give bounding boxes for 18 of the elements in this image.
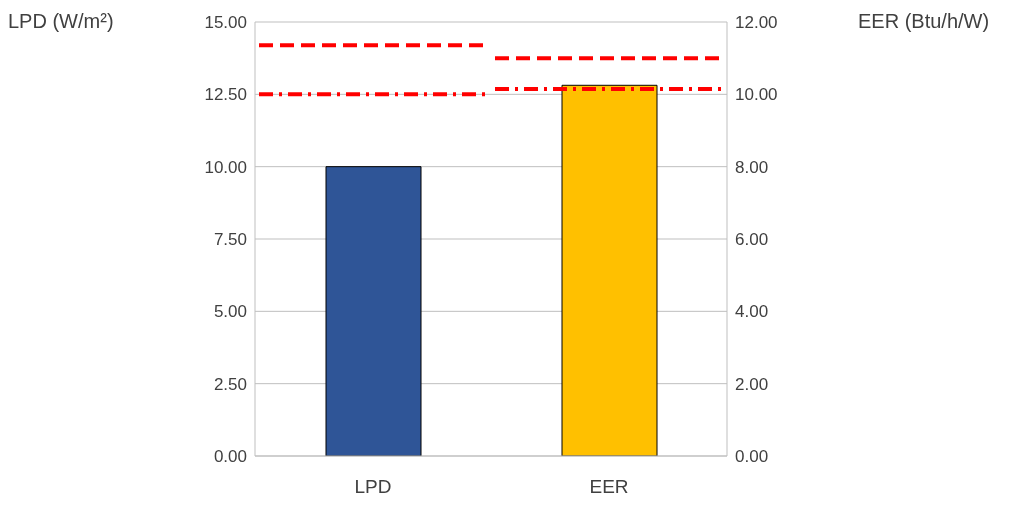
y-tick-label: 10.00: [204, 157, 247, 177]
y-tick-label: 5.00: [213, 302, 247, 322]
y2-tick-label: 2.00: [735, 374, 769, 394]
x-tick-label: LPD: [354, 476, 392, 498]
y-tick-label: 2.50: [213, 374, 247, 394]
y-tick-label: 12.50: [204, 85, 247, 105]
y2-tick-label: 8.00: [735, 157, 769, 177]
y-axis-title: LPD (W/m²): [8, 10, 114, 33]
y-tick-label: 7.50: [213, 230, 247, 250]
y2-tick-label: 10.00: [735, 85, 778, 105]
y2-tick-label: 4.00: [735, 302, 769, 322]
y2-tick-label: 0.00: [735, 447, 769, 467]
x-tick-label: EER: [589, 476, 629, 498]
y-tick-label: 15.00: [204, 13, 247, 33]
y-tick-label: 0.00: [213, 447, 247, 467]
y2-tick-label: 12.00: [735, 13, 778, 33]
y2-axis-title: EER (Btu/h/W): [858, 10, 990, 33]
y2-tick-label: 6.00: [735, 230, 769, 250]
